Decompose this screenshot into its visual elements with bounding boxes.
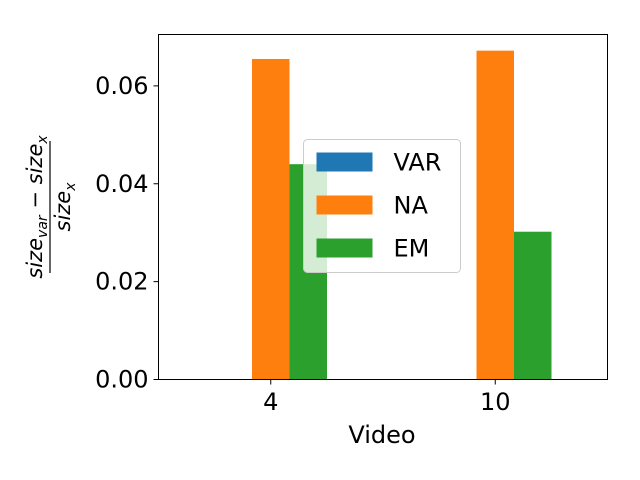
y-axis: 0.00 0.02 0.04 0.06 [95,72,159,394]
y-tick-label: 0.02 [95,268,148,296]
y-label-numerator: sizevar − sizex [23,135,51,279]
bar-em-10 [514,231,552,380]
legend-swatch-em [316,238,373,258]
y-axis-label: sizevar − sizex sizex [23,135,79,279]
x-axis: 4 10 [263,379,511,416]
y-label-denominator: sizex [51,182,79,232]
y-tick-label: 0.04 [95,170,148,198]
x-tick-label: 10 [480,388,511,416]
x-axis-label: Video [348,421,415,449]
x-tick-label: 4 [263,388,278,416]
bar-na-10 [476,50,514,380]
bar-na-4 [252,58,290,380]
legend: VAR NA EM [303,139,461,273]
legend-label-na: NA [394,192,429,220]
plot-frame [158,34,608,380]
legend-label-em: EM [394,235,430,263]
y-tick-label: 0.06 [95,72,148,100]
legend-label-var: VAR [394,149,442,177]
legend-swatch-na [316,195,373,215]
legend-swatch-var [316,152,373,172]
y-tick-label: 0.00 [95,366,148,394]
